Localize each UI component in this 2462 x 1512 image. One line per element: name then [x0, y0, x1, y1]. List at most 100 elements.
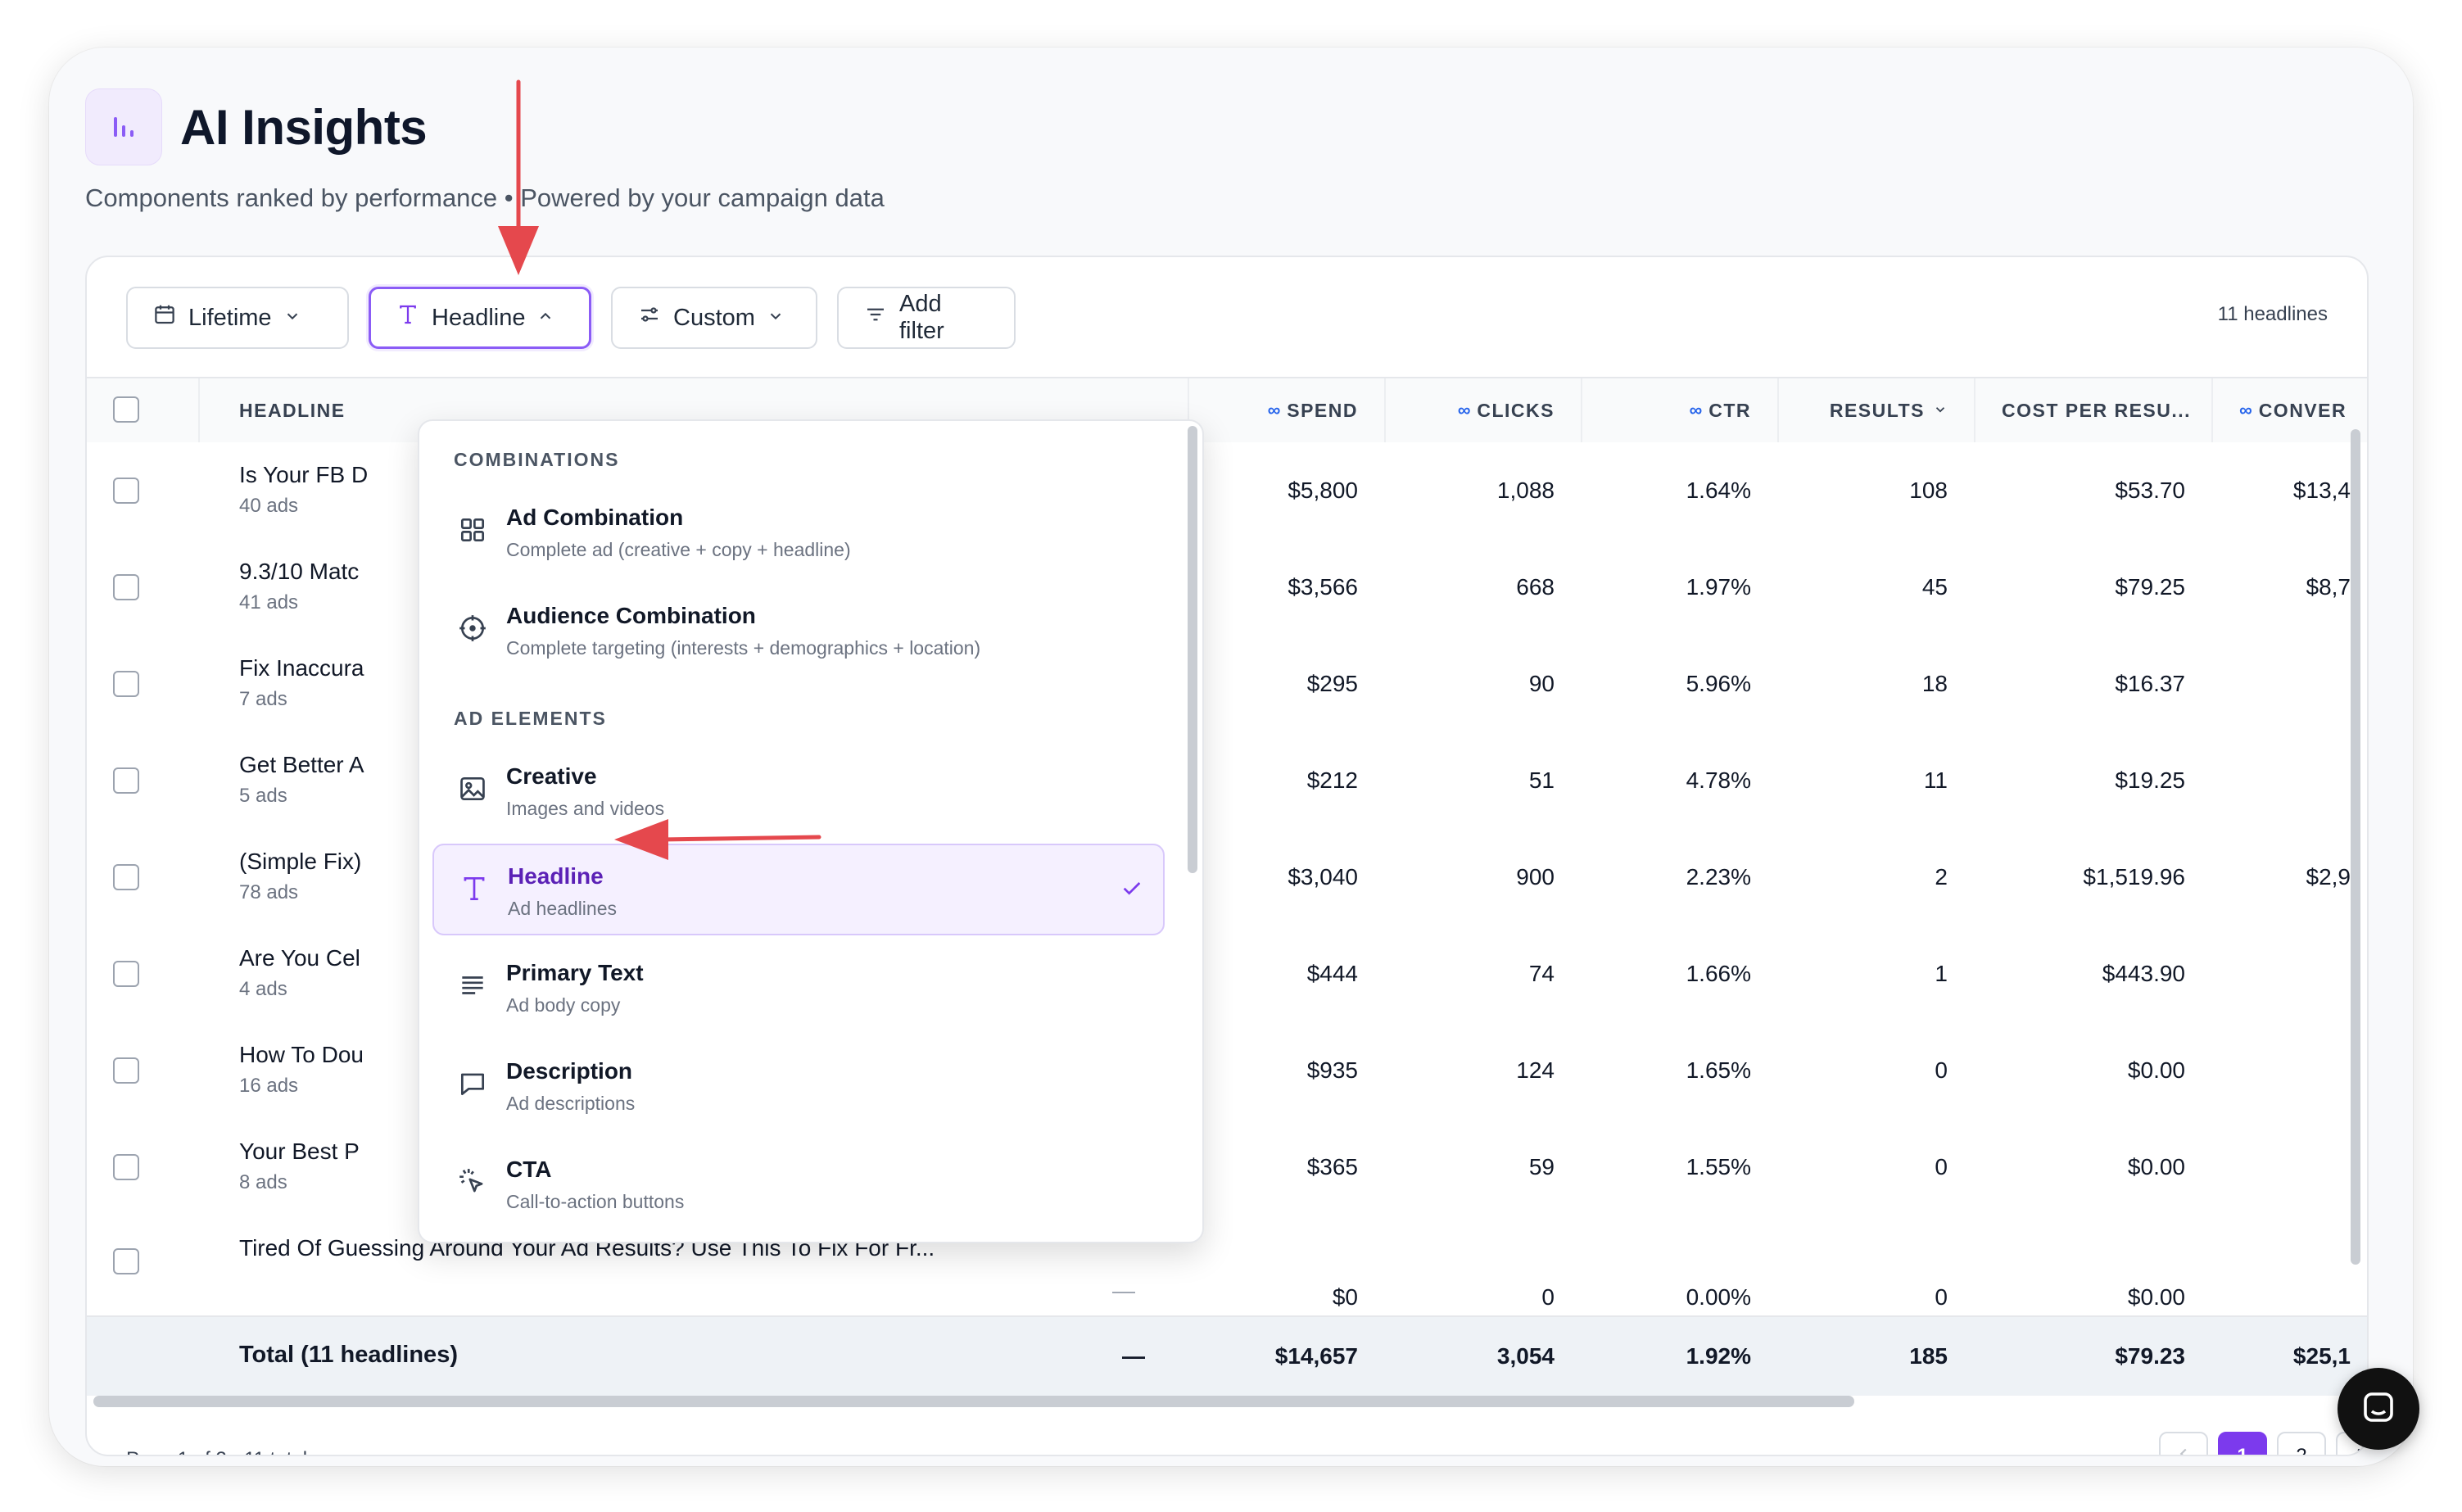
total-label: Total (11 headlines) — [239, 1342, 458, 1368]
results-value: 0 — [1935, 1057, 1948, 1083]
spend-value: $935 — [1306, 1057, 1358, 1083]
meta-icon: ∞ — [2239, 400, 2252, 420]
conversions-value: $13,4 — [2292, 478, 2351, 503]
group-by-label: Headline — [432, 304, 526, 331]
option-cta[interactable]: CTA Call-to-action buttons — [432, 1139, 1165, 1230]
prev-page-button[interactable] — [2159, 1432, 2208, 1455]
total-results: 185 — [1909, 1343, 1948, 1369]
ctr-value: 2.23% — [1686, 864, 1751, 890]
total-row: Total (11 headlines) — $14,657 3,054 1.9… — [87, 1315, 2367, 1396]
option-description: Ad headlines — [508, 898, 617, 919]
headline-text: Your Best P — [239, 1139, 360, 1164]
sliders-icon — [637, 302, 662, 333]
chevron-left-icon — [2175, 1445, 2193, 1455]
option-creative[interactable]: Creative Images and videos — [432, 745, 1165, 837]
pagination-info: Page 1 of 2 · 11 total — [126, 1448, 307, 1455]
cost-per-result-value: $0.00 — [2127, 1057, 2185, 1083]
group-by-button[interactable]: Headline — [369, 287, 591, 349]
vertical-scrollbar[interactable] — [2351, 429, 2360, 1265]
row-checkbox[interactable] — [113, 1154, 139, 1180]
column-header-clicks[interactable]: ∞ CLICKS — [1384, 378, 1581, 442]
target-icon — [454, 609, 491, 647]
text-icon — [396, 302, 420, 333]
total-ctr: 1.92% — [1686, 1343, 1751, 1369]
row-checkbox[interactable] — [113, 1248, 139, 1274]
conversions-value: $2,9 — [2306, 864, 2351, 890]
option-description: Images and videos — [506, 798, 665, 819]
option-headline[interactable]: Headline Ad headlines — [432, 844, 1165, 935]
row-checkbox[interactable] — [113, 1057, 139, 1084]
ad-count: 41 ads — [239, 591, 299, 613]
clicks-value: 51 — [1528, 767, 1555, 793]
date-range-label: Lifetime — [188, 304, 272, 331]
image-icon — [454, 770, 491, 808]
row-checkbox[interactable] — [113, 961, 139, 987]
option-description: Ad body copy — [506, 994, 621, 1016]
option-label: Primary Text — [506, 960, 644, 985]
column-header-results[interactable]: RESULTS — [1777, 378, 1974, 442]
page-button-2[interactable]: 2 — [2277, 1432, 2326, 1455]
add-filter-label: Add filter — [899, 291, 944, 344]
cost-per-result-value: $79.25 — [2115, 574, 2185, 600]
result-count: 11 headlines — [2217, 303, 2328, 325]
results-value: 2 — [1935, 864, 1948, 890]
select-all-checkbox[interactable] — [113, 396, 139, 423]
column-header-ctr[interactable]: ∞ CTR — [1581, 378, 1777, 442]
option-label: Audience Combination — [506, 603, 756, 628]
meta-icon: ∞ — [1267, 400, 1281, 420]
cost-per-result-value: $443.90 — [2102, 961, 2185, 986]
row-checkbox[interactable] — [113, 478, 139, 504]
ctr-value: 1.65% — [1686, 1057, 1751, 1083]
option-description: Ad descriptions — [506, 1093, 636, 1114]
chat-bubble-icon — [454, 1065, 491, 1102]
option-primary-text[interactable]: Primary Text Ad body copy — [432, 942, 1165, 1034]
calendar-icon — [152, 302, 177, 333]
cost-per-result-value: $0.00 — [2127, 1284, 2185, 1310]
group-by-dropdown: COMBINATIONS Ad Combination Complete ad … — [418, 419, 1204, 1243]
conversions-value — [2211, 636, 2367, 732]
column-header-headline[interactable]: HEADLINE — [198, 378, 640, 442]
results-value: 18 — [1921, 671, 1948, 696]
chevron-down-icon — [767, 305, 785, 332]
ctr-value: 5.96% — [1686, 671, 1751, 696]
column-header-spend[interactable]: ∞ SPEND — [1188, 378, 1384, 442]
support-chat-button[interactable] — [2338, 1368, 2419, 1450]
columns-button[interactable]: Custom — [611, 287, 817, 349]
horizontal-scrollbar[interactable] — [93, 1396, 1854, 1407]
ctr-value: 0.00% — [1686, 1284, 1751, 1310]
add-filter-button[interactable]: Add filter — [837, 287, 1016, 349]
placeholder-dash: — — [1112, 1278, 1135, 1303]
row-checkbox[interactable] — [113, 574, 139, 600]
ad-count: 4 ads — [239, 978, 287, 1000]
ctr-value: 1.97% — [1686, 574, 1751, 600]
dropdown-scrollbar[interactable] — [1188, 426, 1197, 873]
row-checkbox[interactable] — [113, 767, 139, 794]
column-header-cost-per-result[interactable]: COST PER RESU... — [1974, 378, 2211, 442]
clicks-value: 1,088 — [1496, 478, 1555, 503]
chevron-down-icon — [1933, 400, 1948, 422]
spend-value: $212 — [1306, 767, 1358, 793]
page-button-1[interactable]: 1 — [2218, 1432, 2267, 1455]
ad-count: 78 ads — [239, 881, 299, 903]
headline-text: Are You Cel — [239, 945, 360, 971]
ctr-value: 1.64% — [1686, 478, 1751, 503]
option-description[interactable]: Description Ad descriptions — [432, 1040, 1165, 1132]
clicks-value: 900 — [1516, 864, 1555, 890]
total-spend: $14,657 — [1274, 1343, 1358, 1369]
filter-icon — [863, 302, 888, 333]
spend-value: $5,800 — [1288, 478, 1358, 503]
row-checkbox[interactable] — [113, 864, 139, 890]
results-value: 45 — [1921, 574, 1948, 600]
dropdown-section-title: AD ELEMENTS — [454, 708, 607, 729]
row-checkbox[interactable] — [113, 671, 139, 697]
ad-count: 5 ads — [239, 785, 287, 807]
date-range-button[interactable]: Lifetime — [126, 287, 349, 349]
table-footer: Page 1 of 2 · 11 total 1 2 — [87, 1407, 2367, 1455]
total-dash: — — [1122, 1343, 1145, 1369]
option-ad-combination[interactable]: Ad Combination Complete ad (creative + c… — [432, 487, 1165, 578]
option-label: Headline — [508, 863, 604, 889]
spend-value: $295 — [1306, 671, 1358, 696]
column-header-conversions[interactable]: ∞ CONVER — [2211, 378, 2367, 442]
spend-value: $365 — [1306, 1154, 1358, 1179]
option-audience-combination[interactable]: Audience Combination Complete targeting … — [432, 585, 1165, 677]
